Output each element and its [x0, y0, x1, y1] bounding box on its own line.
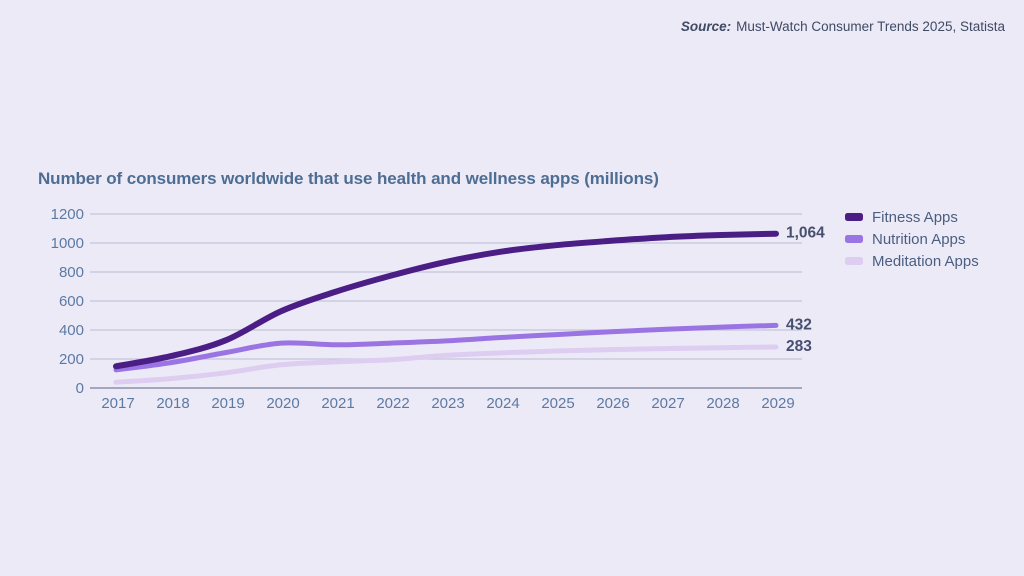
y-axis-tick-label: 200 — [59, 351, 84, 368]
series-end-value-label: 283 — [786, 338, 812, 355]
chart-title: Number of consumers worldwide that use h… — [38, 169, 659, 188]
legend-label: Fitness Apps — [872, 208, 958, 226]
source-label: Source: — [680, 19, 732, 34]
meditation-apps-line — [113, 344, 779, 385]
fitness-apps-swatch — [845, 213, 863, 221]
x-axis-tick-label: 2018 — [156, 395, 189, 412]
y-axis-tick-label: 800 — [59, 264, 84, 281]
legend-label: Meditation Apps — [872, 252, 979, 270]
legend-item-nutrition-apps: Nutrition Apps — [845, 228, 979, 250]
x-axis-tick-label: 2021 — [321, 395, 354, 412]
fitness-apps-line — [113, 230, 779, 370]
chart-legend: Fitness Apps Nutrition Apps Meditation A… — [845, 206, 979, 272]
source-text: Must-Watch Consumer Trends 2025, Statist… — [736, 19, 1005, 34]
series-end-value-label: 432 — [786, 316, 812, 333]
y-axis-tick-label: 600 — [59, 293, 84, 310]
nutrition-apps-swatch — [845, 235, 863, 243]
x-axis-tick-label: 2025 — [541, 395, 574, 412]
x-axis-tick-label: 2026 — [596, 395, 629, 412]
x-axis-tick-label: 2028 — [706, 395, 739, 412]
x-axis-tick-label: 2017 — [101, 395, 134, 412]
legend-item-meditation-apps: Meditation Apps — [845, 250, 979, 272]
y-axis-tick-label: 1200 — [51, 206, 84, 223]
x-axis-tick-label: 2024 — [486, 395, 519, 412]
x-axis-tick-label: 2023 — [431, 395, 464, 412]
source-attribution: Source: Must-Watch Consumer Trends 2025, … — [681, 19, 1005, 34]
legend-label: Nutrition Apps — [872, 230, 966, 248]
x-axis-tick-label: 2029 — [761, 395, 794, 412]
y-axis-tick-label: 400 — [59, 322, 84, 339]
x-axis-tick-label: 2022 — [376, 395, 409, 412]
meditation-apps-swatch — [845, 257, 863, 265]
series-end-value-label: 1,064 — [786, 225, 825, 242]
y-axis-tick-label: 0 — [76, 380, 84, 397]
x-axis-tick-label: 2019 — [211, 395, 244, 412]
x-axis-tick-label: 2020 — [266, 395, 299, 412]
line-chart-canvas: 0 200 400 600 800 1000 1200 2017 2018 2019 2020 202… — [51, 206, 826, 412]
y-axis-tick-label: 1000 — [51, 235, 84, 252]
legend-item-fitness-apps: Fitness Apps — [845, 206, 979, 228]
nutrition-apps-line — [113, 322, 779, 373]
x-axis-tick-label: 2027 — [651, 395, 684, 412]
